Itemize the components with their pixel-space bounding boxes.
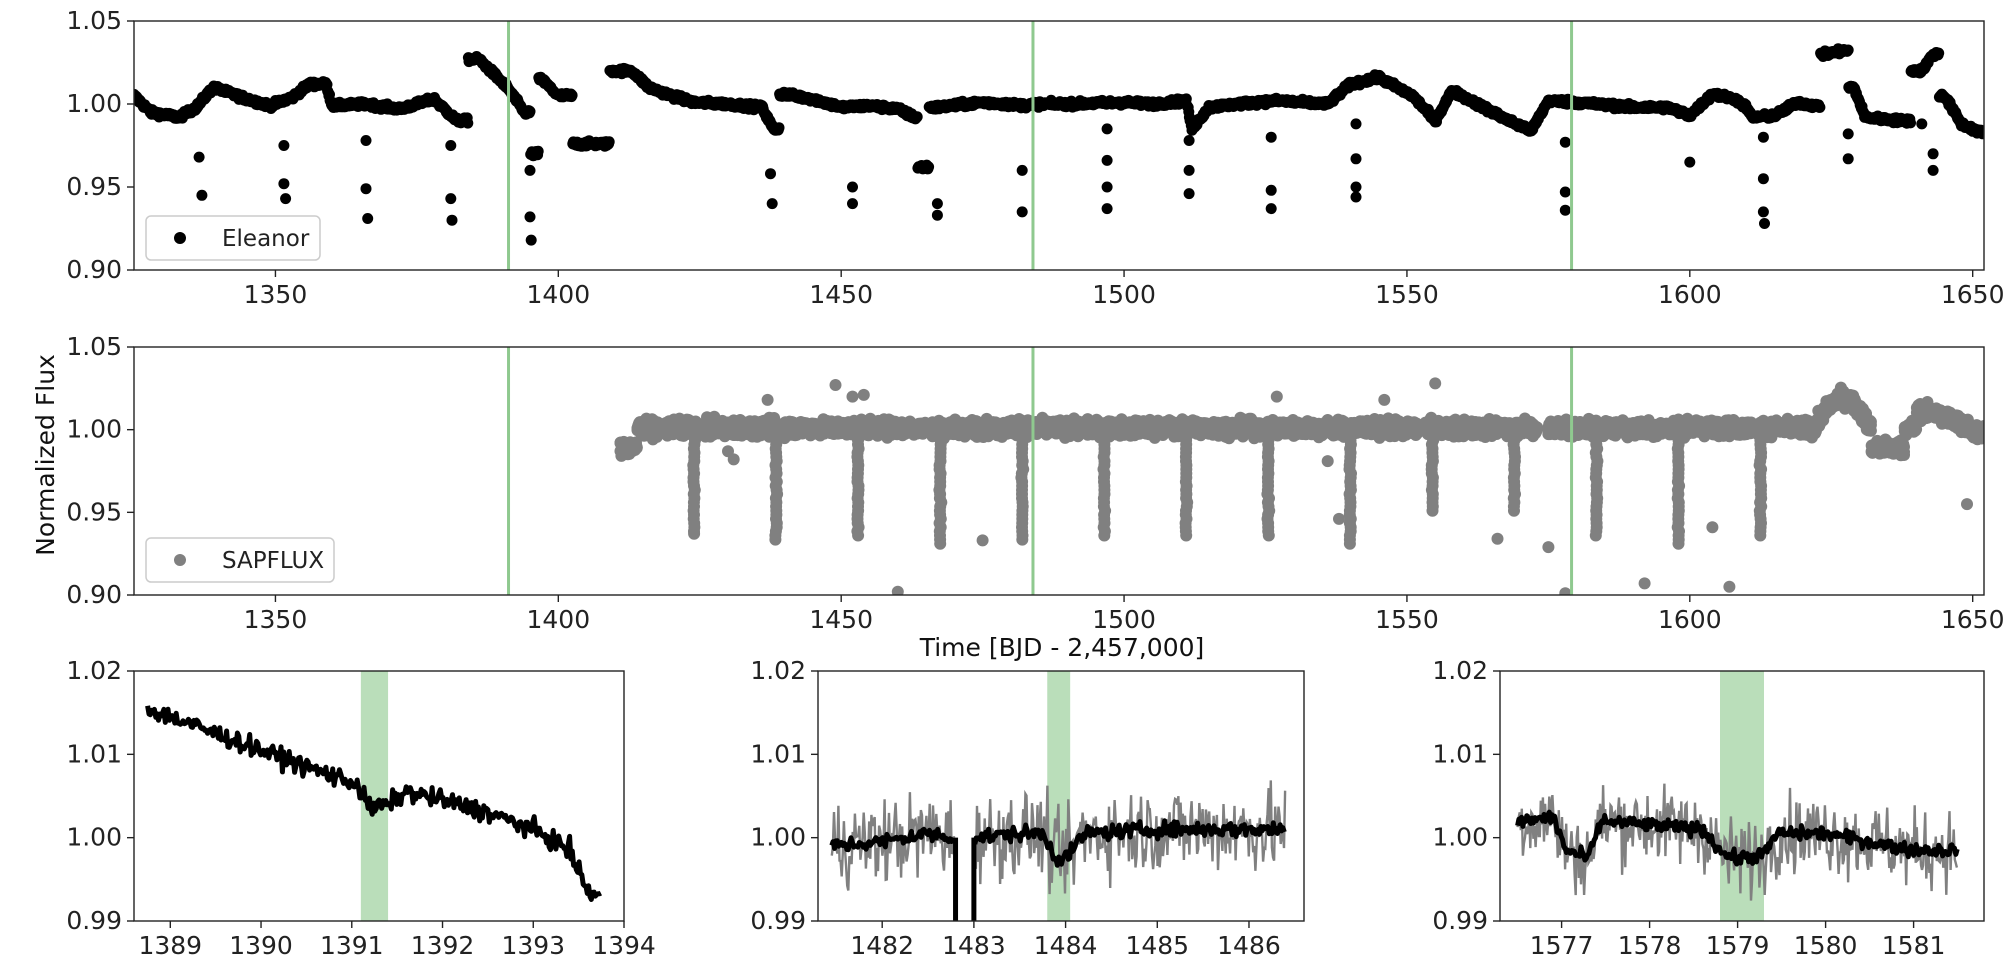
eleanor-dip-point [1927, 148, 1939, 160]
eleanor-point [462, 117, 474, 129]
eleanor-dip-point [280, 193, 292, 205]
eleanor-dip-point [1757, 173, 1769, 185]
eleanor-dip-point [1183, 135, 1195, 146]
sapflux-point [630, 440, 643, 453]
eleanor-dip-point [278, 178, 290, 190]
eleanor-dip-point [1559, 204, 1571, 216]
eleanor-dip-point [1016, 164, 1028, 176]
eleanor-dip-point [445, 140, 457, 151]
x-tick-label: 1550 [1375, 280, 1439, 309]
eleanor-dip-point [1927, 164, 1939, 176]
eleanor-point [566, 89, 578, 101]
axes-frame [133, 20, 1985, 271]
eleanor-dip-point [1265, 131, 1277, 143]
eleanor-point [911, 111, 923, 123]
sapflux-points [614, 377, 1984, 595]
y-tick-label: 0.95 [66, 172, 122, 201]
eleanor-point [532, 145, 544, 157]
eleanor-point [1977, 127, 1984, 139]
eleanor-dip-point [1759, 218, 1770, 229]
x-tick-label: 1400 [526, 280, 590, 309]
eleanor-dip-point [1916, 118, 1928, 130]
eleanor-dip-point [1101, 203, 1113, 215]
eleanor-dip-point [1101, 123, 1113, 135]
eleanor-dip-point [360, 183, 372, 195]
eleanor-dip-point [1350, 191, 1362, 203]
eleanor-dip-point [847, 198, 858, 210]
x-tick-label: 1600 [1658, 280, 1722, 309]
eleanor-points [134, 43, 1984, 246]
eleanor-dip-point [278, 140, 290, 151]
plot-area [507, 347, 1984, 595]
eleanor-dip-point [360, 135, 372, 146]
eleanor-dip-point [1183, 188, 1195, 200]
eleanor-dip-point [1842, 153, 1854, 165]
eleanor-point [1933, 47, 1945, 59]
eleanor-dip-point [524, 164, 536, 176]
eleanor-dip-point [1183, 164, 1195, 176]
eleanor-point [1905, 117, 1916, 129]
eleanor-point [1842, 44, 1854, 56]
eleanor-dip-point [1757, 206, 1769, 218]
eleanor-dip-point [1016, 206, 1028, 218]
eleanor-dip-point [193, 151, 205, 163]
eleanor-dip-point [847, 181, 858, 193]
eleanor-dip-point [931, 209, 943, 221]
eleanor-dip-point [765, 168, 776, 180]
eleanor-point [1814, 101, 1826, 113]
eleanor-dip-point [1350, 153, 1362, 165]
eleanor-dip-point [446, 214, 458, 226]
eleanor-dip-point [1757, 131, 1769, 143]
y-tick-label: 1.00 [66, 89, 122, 118]
eleanor-dip-point [196, 189, 208, 201]
eleanor-dip-point [1101, 181, 1113, 193]
eleanor-dip-point [1101, 154, 1113, 166]
y-axis-label: Normalized Flux [31, 354, 60, 556]
sapflux-panel: 1350 1400 1450 1500 1550 1600 16500.900.951.00… [66, 332, 2004, 634]
x-tick-label: 1650 [1941, 280, 2005, 309]
eleanor-point [603, 136, 615, 148]
y-tick-label: 1.05 [66, 6, 122, 35]
eleanor-dip-point [525, 234, 537, 246]
eleanor-panel: 1350 1400 1450 1500 1550 1600 1650 0.90 0.95 1.00… [66, 6, 2004, 309]
eleanor-dip-point [1350, 118, 1362, 130]
eleanor-point [773, 122, 785, 134]
eleanor-dip-point [1842, 128, 1854, 140]
eleanor-dip-point [524, 211, 536, 223]
y-tick-label: 0.90 [66, 255, 122, 284]
eleanor-dip-point [1350, 181, 1362, 193]
eleanor-dip-point [766, 198, 778, 210]
plot-area [134, 21, 1984, 270]
eleanor-dip-point [1684, 156, 1696, 168]
eleanor-dip-point [445, 193, 457, 205]
x-axis-label: Time [BJD - 2,457,000] [919, 633, 1205, 662]
eleanor-point [923, 161, 935, 173]
eleanor-dip-point [1265, 203, 1277, 215]
x-tick-label: 1450 [809, 280, 873, 309]
x-tick-label: 1350 [244, 280, 308, 309]
eleanor-dip-point [1559, 186, 1571, 198]
eleanor-dip-point [931, 198, 943, 210]
x-tick-label: 1500 [1092, 280, 1156, 309]
eleanor-dip-point [1559, 136, 1571, 148]
eleanor-dip-point [362, 213, 374, 224]
eleanor-point [524, 105, 536, 117]
eleanor-dip-point [1265, 184, 1277, 196]
